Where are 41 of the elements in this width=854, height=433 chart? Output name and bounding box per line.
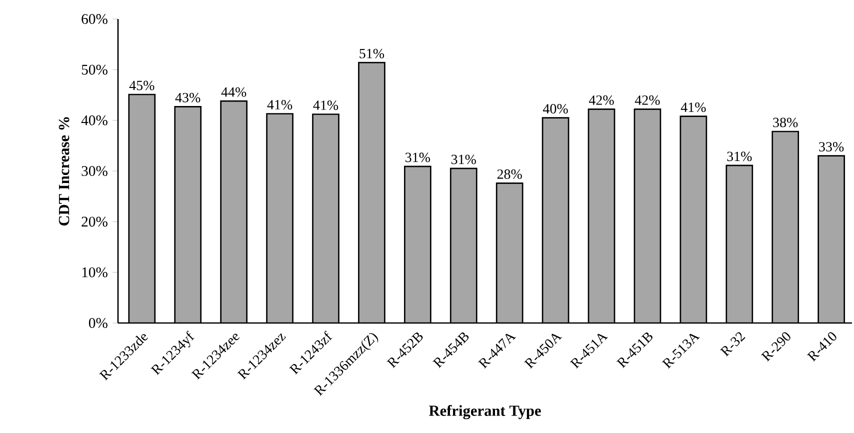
data-label: 41% — [313, 100, 338, 110]
y-tick-label: 0% — [88, 318, 108, 328]
bar — [588, 109, 615, 323]
bar — [818, 155, 845, 323]
data-label: 43% — [175, 92, 200, 102]
bar — [726, 165, 752, 323]
bar — [220, 101, 247, 323]
data-label: 38% — [773, 118, 798, 128]
data-label: 44% — [221, 87, 246, 97]
data-label: 28% — [497, 169, 522, 179]
data-label: 42% — [634, 95, 660, 105]
data-label: 41% — [267, 100, 292, 110]
data-label: 41% — [680, 102, 706, 112]
data-label: 31% — [406, 152, 430, 162]
bar — [128, 94, 155, 323]
bar — [772, 131, 798, 323]
bar — [496, 183, 523, 323]
data-label: 45% — [129, 80, 154, 90]
y-tick-label: 60% — [82, 14, 108, 24]
bar — [358, 62, 385, 323]
y-tick-label: 20% — [82, 216, 108, 227]
bar — [404, 166, 431, 323]
data-label: 31% — [727, 152, 752, 162]
bar — [266, 114, 293, 323]
data-label: 40% — [542, 104, 568, 114]
y-tick-label: 50% — [82, 64, 108, 75]
y-tick-label: 10% — [82, 267, 108, 278]
y-axis-title: CDT Increase % — [58, 117, 70, 226]
bar — [450, 168, 477, 323]
data-label: 33% — [819, 142, 844, 152]
bar — [174, 106, 201, 323]
x-axis-title: Refrigerant Type — [429, 405, 541, 420]
data-label: 31% — [451, 154, 476, 164]
bar — [634, 109, 660, 323]
data-label: 42% — [588, 95, 614, 105]
bar — [312, 114, 339, 323]
y-tick-label: 30% — [82, 166, 108, 176]
data-label: 51% — [360, 48, 384, 58]
y-tick-label: 40% — [81, 115, 108, 126]
bar — [680, 116, 706, 323]
bar — [542, 118, 569, 323]
